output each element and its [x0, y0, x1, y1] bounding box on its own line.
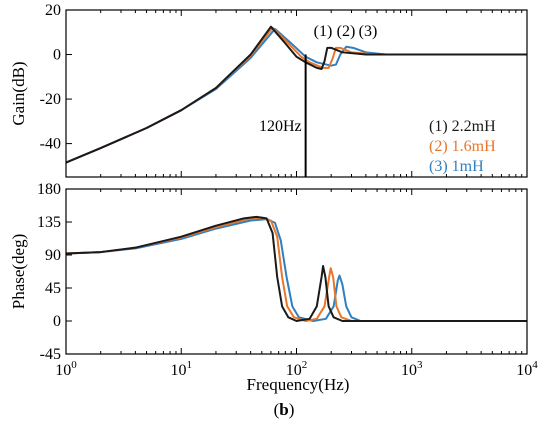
phase-x-axis-label: Frequency(Hz): [247, 375, 350, 394]
phase-y-ticks: 180 135 90 45 0 -45: [37, 181, 72, 363]
caption-close-paren: ): [289, 400, 295, 419]
annotation-label-3: (3): [359, 23, 378, 40]
phase-ytick-label: 135: [37, 214, 61, 231]
phase-ytick-label: -45: [40, 346, 61, 363]
phase-ytick-label: 0: [53, 313, 61, 330]
caption-letter: b: [279, 400, 288, 419]
legend-entry-2-2mh: (1) 2.2mH: [429, 118, 496, 135]
figure-caption: (b): [274, 400, 295, 419]
phase-x-ticks: 100 101 102 103 104: [55, 189, 538, 379]
phase-ytick-label: 180: [37, 181, 61, 198]
phase-ytick-label: 90: [45, 247, 61, 264]
phase-ytick-label: 45: [45, 280, 61, 297]
legend-entry-1-6mh: (2) 1.6mH: [429, 138, 496, 155]
phase-y-axis-label: Phase(deg): [9, 234, 28, 310]
gain-ytick-label: -40: [40, 136, 61, 153]
legend-entry-1mh: (3) 1mH: [429, 158, 484, 175]
annotation-label-2: (2): [337, 23, 356, 40]
gain-y-ticks: 20 0 -20 -40: [40, 2, 72, 153]
phase-xtick-label: 101: [171, 359, 193, 379]
gain-panel: 20 0 -20 -40 120Hz (1) (2) (3) (1) 2.2mH (2…: [9, 2, 528, 178]
phase-panel: 180 135 90 45 0 -45 100 101 102 103 104 Phase(deg…: [9, 181, 538, 394]
caption-open-paren: (: [274, 400, 280, 419]
gain-y-axis-label: Gain(dB): [9, 61, 28, 125]
gain-ytick-label: -20: [40, 91, 61, 108]
phase-line-2-2mh: [65, 215, 527, 322]
legend: (1) 2.2mH (2) 1.6mH (3) 1mH: [429, 118, 496, 175]
phase-series-group: [65, 215, 527, 322]
gain-ytick-label: 20: [45, 2, 61, 19]
gain-x-ticks: [65, 10, 528, 177]
annotation-label-1: (1): [314, 23, 333, 40]
gain-ytick-label: 0: [53, 47, 61, 64]
phase-xtick-label: 104: [516, 359, 538, 379]
phase-line-1mh: [65, 218, 527, 322]
phase-xtick-label: 103: [401, 359, 423, 379]
annotation-120hz: 120Hz: [259, 118, 302, 135]
phase-axes-frame: [65, 188, 528, 355]
phase-xtick-label: 100: [55, 359, 77, 379]
phase-line-1-6mh: [65, 216, 527, 322]
phase-xtick-label: 102: [286, 359, 308, 379]
